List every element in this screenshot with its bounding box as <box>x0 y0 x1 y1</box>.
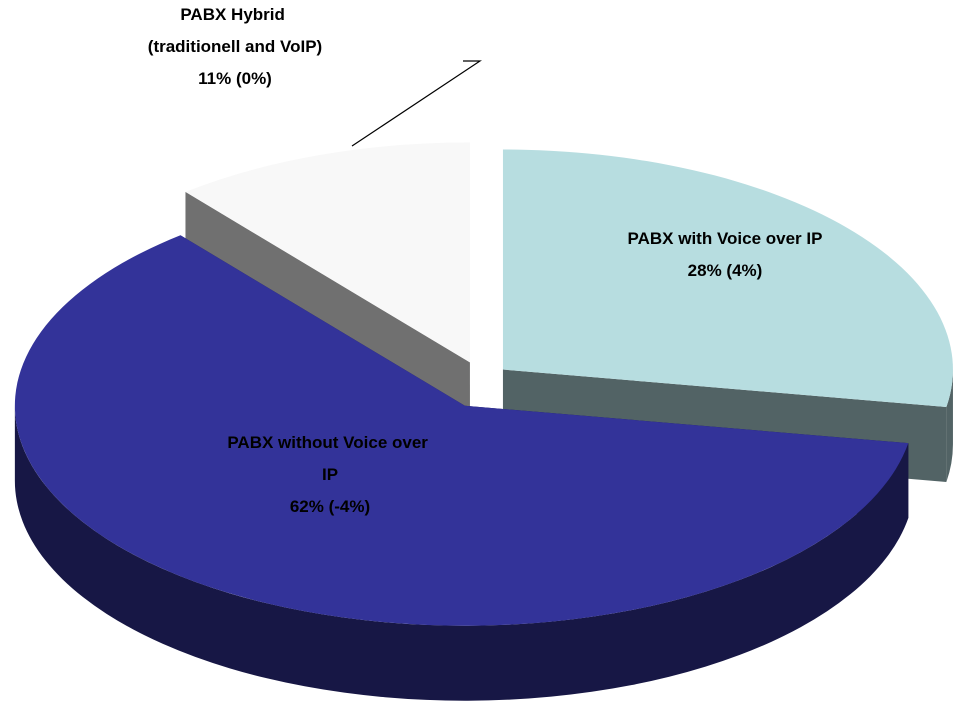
slice-side <box>946 369 953 482</box>
value-label: 62% (-4%) <box>290 497 370 516</box>
value-label: 11% (0%) <box>198 69 272 88</box>
value-text: 28% <box>688 261 722 280</box>
slice <box>14 235 909 626</box>
leader-line <box>351 60 482 147</box>
value-text: 62% <box>290 497 324 516</box>
change-text: (-4%) <box>329 497 371 516</box>
pie <box>14 142 953 701</box>
data-label: PABX without Voice over IP <box>227 433 432 484</box>
change-text: (0%) <box>236 69 272 88</box>
data-label: PABX Hybrid (traditionell and VoIP) <box>148 5 322 56</box>
slice-side <box>14 405 909 701</box>
data-label: PABX with Voice over IP <box>628 229 823 248</box>
labels: PABX with Voice over IP 28% (4%) PABX with… <box>148 5 823 516</box>
value-text: 11% <box>198 69 231 88</box>
change-text: (4%) <box>726 261 762 280</box>
slice <box>502 149 953 407</box>
slice <box>185 142 470 363</box>
value-label: 28% (4%) <box>688 261 763 280</box>
